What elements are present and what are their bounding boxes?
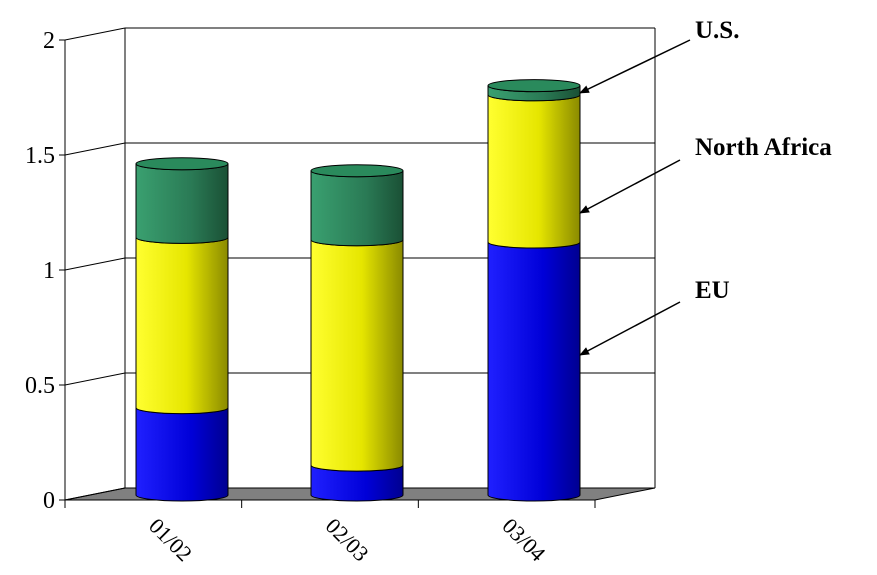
bar-stack <box>487 79 581 502</box>
legend-arrow <box>579 159 681 214</box>
x-category-label: 01/02 <box>144 513 197 566</box>
side-wall-gridline <box>64 487 126 501</box>
bar-top-cap <box>135 157 229 171</box>
y-tick-label: 1.5 <box>25 143 55 169</box>
bar-segment <box>310 239 404 472</box>
bar-stack <box>310 164 404 502</box>
y-tick-label: 2 <box>43 28 55 54</box>
bar-segment <box>135 407 229 502</box>
y-tick-label: 0.5 <box>25 373 55 399</box>
legend: U.S. North Africa EU <box>579 17 832 356</box>
bar-segment <box>487 241 581 502</box>
y-tick-label: 1 <box>43 258 55 284</box>
legend-arrow <box>579 301 681 356</box>
legend-label: EU <box>695 277 730 304</box>
y-tick-label: 0 <box>43 488 55 514</box>
x-category-label: 02/03 <box>321 513 374 566</box>
bar-segment <box>135 237 229 415</box>
side-wall-gridline <box>64 257 126 271</box>
bar-segment <box>487 94 581 249</box>
legend-label: North Africa <box>695 134 832 161</box>
bars <box>135 79 581 502</box>
bar-stack <box>135 157 229 502</box>
bar-top-cap <box>310 164 404 178</box>
legend-label: U.S. <box>695 17 739 44</box>
side-wall-gridline <box>64 372 126 386</box>
side-wall-gridline <box>64 27 126 41</box>
x-category-label: 03/04 <box>497 513 550 566</box>
bar-segment <box>310 170 404 247</box>
bar-segment <box>135 163 229 244</box>
side-wall-gridline <box>64 142 126 156</box>
legend-arrow <box>579 39 691 94</box>
bar-top-cap <box>487 79 581 93</box>
